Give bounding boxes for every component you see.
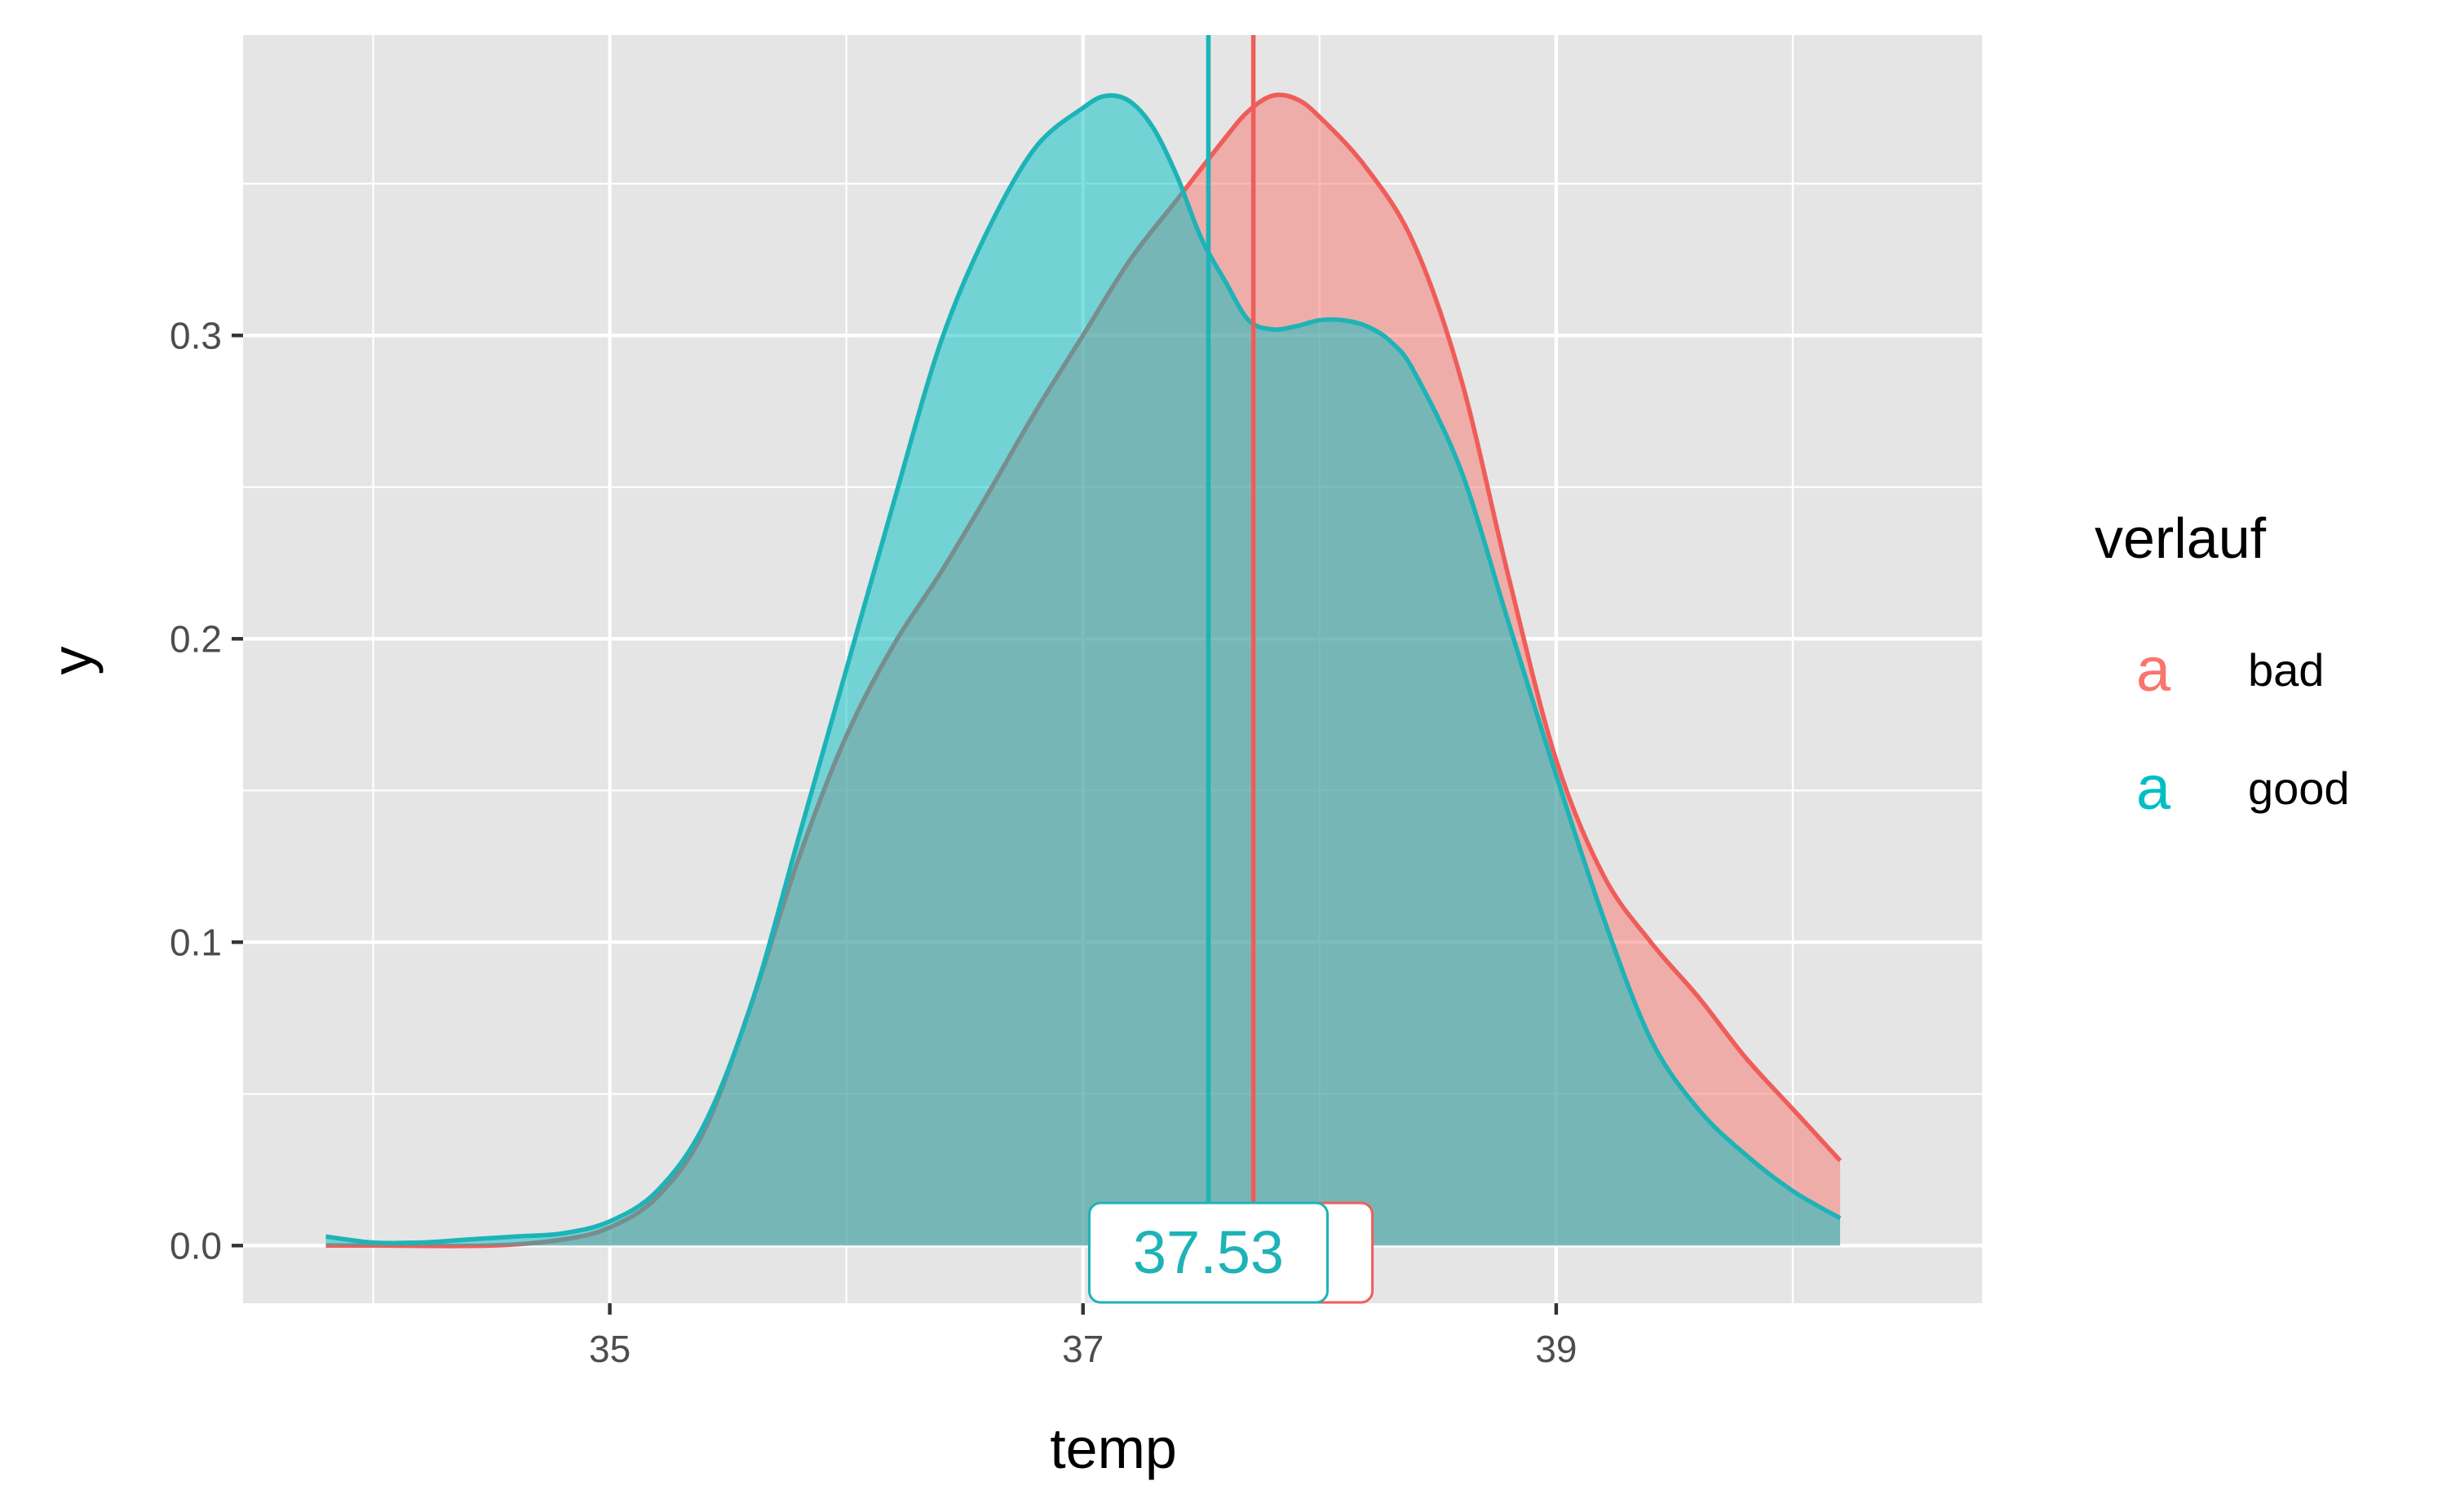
legend-label: good — [2248, 763, 2350, 814]
mean-label-box — [1087, 1201, 1329, 1304]
legend: verlauf a bad a good — [2095, 506, 2350, 823]
mean-lines — [1206, 35, 1256, 1303]
x-tick-label: 37 — [1062, 1328, 1104, 1370]
y-axis: 0.0 0.1 0.2 0.3 — [170, 314, 243, 1267]
y-tick-label: 0.1 — [170, 921, 222, 963]
legend-label: bad — [2248, 644, 2324, 696]
mean-label-text: 37.53 — [1133, 1218, 1284, 1286]
y-axis-title: y — [40, 647, 104, 675]
legend-key-glyph: a — [2136, 635, 2171, 705]
density-area-good — [325, 95, 1840, 1246]
mean-labels: 37.7237.53 — [1087, 1201, 1374, 1304]
x-axis-title: temp — [1050, 1417, 1177, 1480]
x-axis: 35 37 39 — [589, 1303, 1577, 1370]
legend-title: verlauf — [2095, 506, 2267, 570]
mean-label-good: 37.53 — [1087, 1201, 1329, 1304]
density-areas — [325, 92, 1843, 1249]
legend-item-good: a good — [2136, 754, 2350, 823]
legend-item-bad: a bad — [2136, 635, 2325, 705]
legend-items: a bad a good — [2136, 635, 2350, 823]
x-tick-label: 39 — [1535, 1328, 1577, 1370]
density-line-good — [325, 93, 1842, 1246]
y-tick-label: 0.0 — [170, 1224, 222, 1267]
legend-key-glyph: a — [2136, 754, 2171, 823]
y-tick-label: 0.3 — [170, 314, 222, 356]
y-tick-label: 0.2 — [170, 617, 222, 660]
x-tick-label: 35 — [589, 1328, 631, 1370]
